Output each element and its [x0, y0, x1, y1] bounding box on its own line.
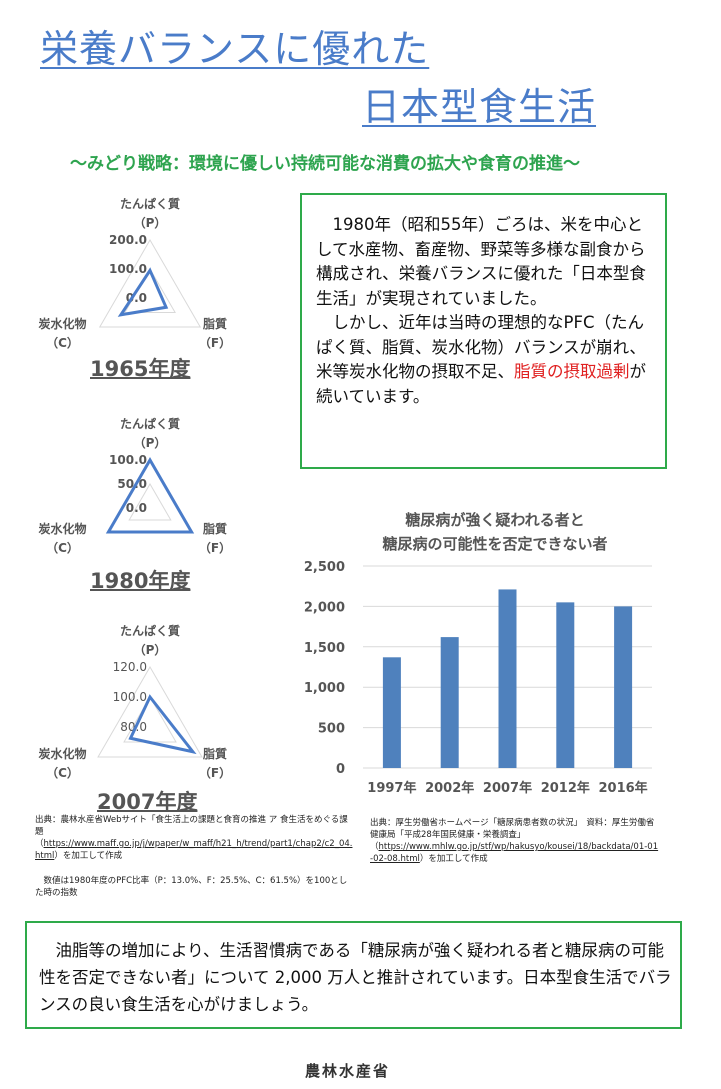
bar-y-tick: 1,500 [304, 641, 345, 656]
source-right-link[interactable]: https://www.mhlw.go.jp/stf/wp/hakusyo/ko… [370, 842, 659, 864]
radar-tick-label: 120.0 [113, 660, 147, 674]
bar-x-label: 2007年 [483, 780, 532, 796]
radar-gridline [128, 482, 172, 521]
source-left: 出典：農林水産省Webサイト「食生活上の課題と食育の推進 ア 食生活をめぐる課題… [35, 815, 353, 898]
bar-chart-title: 糖尿病が強く疑われる者と 糖尿病の可能性を否定できない者 [300, 508, 690, 556]
bar-2007年 [498, 589, 517, 768]
bar-chart-title-line-1: 糖尿病が強く疑われる者と [405, 511, 585, 529]
source-right-suffix: を加工して作成 [428, 854, 488, 864]
source-left-text: 出典：農林水産省Webサイト「食生活上の課題と食育の推進 ア 食生活をめぐる課題 [35, 815, 348, 837]
radar-tick-label: 200.0 [109, 233, 147, 247]
radar-year-label: 2007年度 [97, 790, 198, 814]
radar-axis-label-fat: 脂質 （F） [198, 747, 232, 780]
bar-2016年 [614, 606, 633, 768]
bar-2012年 [556, 602, 575, 768]
radar-gridline [98, 239, 202, 328]
radar-gridline [97, 665, 203, 758]
radar-tick-label: 80.0 [120, 720, 147, 734]
source-right: 出典：厚生労働省ホームページ「糖尿病患者数の状況」 資料：厚生労働省健康局「平成… [370, 818, 659, 864]
bar-y-tick: 500 [318, 722, 345, 737]
radar-tick-label: 100.0 [113, 690, 147, 704]
intro-paragraph-2: しかし、近年は当時の理想的なPFC（たんぱく質、脂質、炭水化物）バランスが崩れ、… [316, 313, 646, 381]
source-right-text: 出典：厚生労働省ホームページ「糖尿病患者数の状況」 資料：厚生労働省健康局「平成… [370, 818, 655, 840]
bar-x-label: 2012年 [541, 780, 590, 796]
radar-tick-label: 100.0 [109, 453, 147, 467]
radar-series [128, 694, 197, 755]
radar-series [117, 267, 169, 317]
radar-year-label: 1980年度 [90, 569, 191, 593]
source-left-suffix: を加工して作成 [62, 851, 123, 861]
bar-1997年 [382, 657, 401, 768]
bar-x-label: 1997年 [367, 780, 416, 796]
bar-y-tick: 1,000 [304, 681, 345, 696]
conclusion-text: 油脂等の増加により、生活習慣病である「糖尿病が強く疑われる者と糖尿病の可能性を否… [39, 941, 672, 1014]
intro-textbox: 1980年（昭和55年）ごろは、米を中心として水産物、畜産物、野菜等多様な副食か… [300, 193, 667, 469]
bar-x-label: 2016年 [599, 780, 648, 796]
source-left-note: 数値は1980年度のPFC比率（P：13.0%、F：25.5%、C：61.5%）… [35, 876, 348, 898]
radar-series [105, 456, 195, 534]
radar-axis-label-protein: たんぱく質 （P） [119, 417, 180, 450]
bar-chart-title-line-2: 糖尿病の可能性を否定できない者 [382, 535, 608, 553]
radar-tick-label: 100.0 [109, 262, 147, 276]
conclusion-box: 油脂等の増加により、生活習慣病である「糖尿病が強く疑われる者と糖尿病の可能性を否… [25, 921, 682, 1029]
radar-axis-label-carb: 炭水化物 （C） [38, 522, 87, 555]
radar-axis-label-fat: 脂質 （F） [198, 317, 232, 350]
radar-tick-label: 0.0 [126, 501, 147, 515]
radar-year-label: 1965年度 [90, 357, 191, 381]
radar-chart-2007年度: 80.0 100.0 120.0 [97, 660, 203, 758]
maff-logo-text: 農林水産省 [305, 1062, 391, 1080]
source-left-link[interactable]: https://www.maff.go.jp/j/wpaper/w_maff/h… [35, 839, 353, 861]
radar-axis-label-carb: 炭水化物 （C） [38, 747, 87, 780]
bar-y-tick: 2,500 [304, 560, 345, 575]
bar-y-tick: 2,000 [304, 600, 345, 615]
intro-paragraph-2-end: が続いています。 [316, 362, 646, 406]
subtitle: ～みどり戦略：環境に優しい持続可能な消費の拡大や食育の推進～ [70, 154, 580, 174]
radar-axis-label-protein: たんぱく質 （P） [119, 624, 180, 657]
bar-y-tick: 0 [336, 762, 345, 777]
title-line-1: 栄養バランスに優れた [40, 27, 430, 71]
intro-paragraph-1: 1980年（昭和55年）ごろは、米を中心として水産物、畜産物、野菜等多様な副食か… [316, 215, 646, 308]
title-line-2: 日本型食生活 [362, 85, 597, 129]
bar-x-label: 2002年 [425, 780, 474, 796]
radar-axis-label-fat: 脂質 （F） [198, 522, 232, 555]
intro-highlight: 脂質の摂取過剰 [514, 362, 630, 381]
radar-axis-label-carb: 炭水化物 （C） [38, 317, 87, 350]
bar-2002年 [440, 637, 459, 768]
radar-axis-label-protein: たんぱく質 （P） [119, 197, 180, 230]
